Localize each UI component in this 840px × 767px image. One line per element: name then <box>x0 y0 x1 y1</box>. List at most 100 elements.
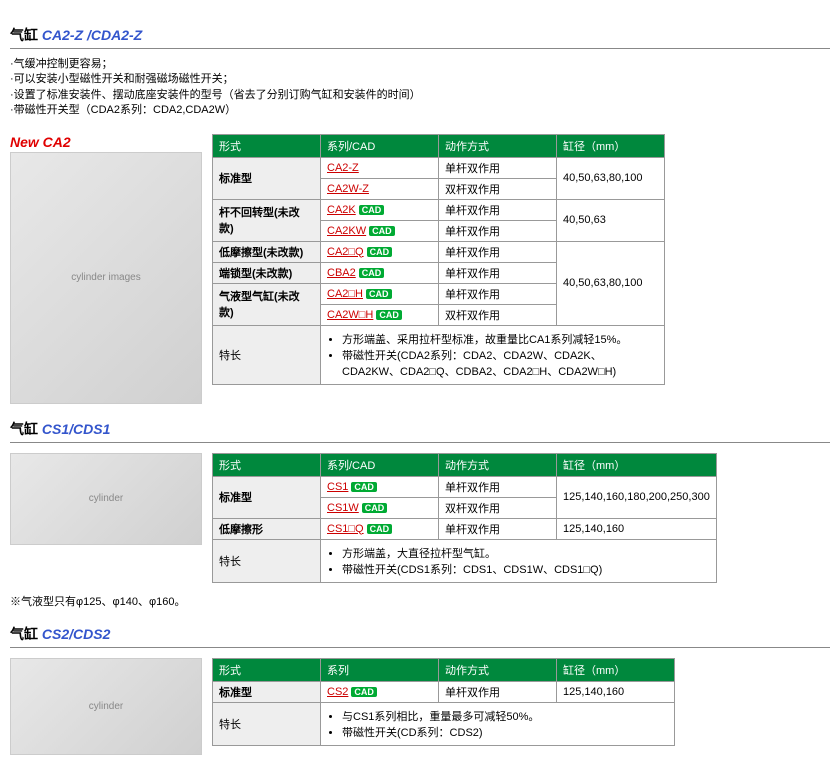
title-black: 气缸 <box>10 27 38 43</box>
dia-cell: 40,50,63,80,100 <box>557 157 665 199</box>
product-image: cylinder images <box>10 152 202 404</box>
feature-item: 带磁性开关(CDA2系列：CDA2、CDA2W、CDA2K、CDA2KW、CDA… <box>342 347 658 379</box>
col-header: 系列 <box>321 658 439 681</box>
series-link[interactable]: CA2-Z <box>327 162 359 174</box>
title-blue: CS1/CDS1 <box>42 421 110 437</box>
series-cell: CA2□HCAD <box>321 283 439 304</box>
series-link[interactable]: CA2K <box>327 204 356 216</box>
section1-bullets: ·气缓冲控制更容易； ·可以安装小型磁性开关和耐强磁场磁性开关； ·设置了标准安… <box>10 57 830 119</box>
series-cell: CA2W-Z <box>321 178 439 199</box>
cad-badge: CAD <box>351 482 377 492</box>
series-link[interactable]: CA2KW <box>327 225 366 237</box>
table-row: 标准型CS1CAD单杆双作用125,140,160,180,200,250,30… <box>213 476 717 497</box>
product-image: cylinder <box>10 453 202 545</box>
series-link[interactable]: CS2 <box>327 686 348 698</box>
dia-cell: 125,140,160 <box>557 518 717 539</box>
col-header: 缸径（mm） <box>557 453 717 476</box>
series-link[interactable]: CA2□H <box>327 288 363 300</box>
feature-item: 带磁性开关(CD系列：CDS2) <box>342 724 668 740</box>
table-row: 标准型CA2-Z单杆双作用40,50,63,80,100 <box>213 157 665 178</box>
feature-item: 与CS1系列相比，重量最多可减轻50%。 <box>342 708 668 724</box>
col-header: 形式 <box>213 658 321 681</box>
col-header: 形式 <box>213 134 321 157</box>
section2-image-col: cylinder <box>10 453 202 545</box>
section2-note: ※气液型只有φ125、φ140、φ160。 <box>10 593 830 609</box>
series-cell: CBA2CAD <box>321 262 439 283</box>
action-cell: 单杆双作用 <box>439 157 557 178</box>
action-cell: 单杆双作用 <box>439 241 557 262</box>
feature-cell: 方形端盖、采用拉杆型标准，故重量比CA1系列减轻15%。带磁性开关(CDA2系列… <box>321 325 665 384</box>
series-cell: CA2KCAD <box>321 199 439 220</box>
cad-badge: CAD <box>366 289 392 299</box>
col-header: 缸径（mm） <box>557 658 675 681</box>
type-cell: 低摩擦型(未改款) <box>213 241 321 262</box>
series-link[interactable]: CS1W <box>327 502 359 514</box>
col-header: 动作方式 <box>439 134 557 157</box>
series-link[interactable]: CA2W□H <box>327 309 373 321</box>
bullet: ·气缓冲控制更容易； <box>10 57 830 72</box>
table-row: 标准型CS2CAD单杆双作用125,140,160 <box>213 681 675 702</box>
bullet: ·设置了标准安装件、摆动底座安装件的型号（省去了分别订购气缸和安装件的时间） <box>10 88 830 103</box>
action-cell: 双杆双作用 <box>439 497 557 518</box>
action-cell: 单杆双作用 <box>439 681 557 702</box>
action-cell: 双杆双作用 <box>439 178 557 199</box>
type-cell: 低摩擦形 <box>213 518 321 539</box>
series-cell: CS1□QCAD <box>321 518 439 539</box>
series-link[interactable]: CA2□Q <box>327 246 364 258</box>
series-link[interactable]: CA2W-Z <box>327 183 369 195</box>
title-black: 气缸 <box>10 421 38 437</box>
table-row: 低摩擦形CS1□QCAD单杆双作用125,140,160 <box>213 518 717 539</box>
col-header: 系列/CAD <box>321 453 439 476</box>
feature-label: 特长 <box>213 702 321 745</box>
type-cell: 标准型 <box>213 681 321 702</box>
feature-item: 方形端盖，大直径拉杆型气缸。 <box>342 545 710 561</box>
action-cell: 双杆双作用 <box>439 304 557 325</box>
action-cell: 单杆双作用 <box>439 518 557 539</box>
bullet: ·可以安装小型磁性开关和耐强磁场磁性开关； <box>10 72 830 87</box>
section3-image-col: cylinder <box>10 658 202 755</box>
action-cell: 单杆双作用 <box>439 220 557 241</box>
new-label: New CA2 <box>10 134 71 150</box>
cad-badge: CAD <box>359 268 385 278</box>
type-cell: 杆不回转型(未改款) <box>213 199 321 241</box>
dia-cell: 40,50,63,80,100 <box>557 241 665 325</box>
section2-table-wrap: 形式系列/CAD动作方式缸径（mm）标准型CS1CAD单杆双作用125,140,… <box>212 453 717 583</box>
type-cell: 标准型 <box>213 476 321 518</box>
cad-badge: CAD <box>362 503 388 513</box>
col-header: 动作方式 <box>439 658 557 681</box>
section3-content: cylinder 形式系列动作方式缸径（mm）标准型CS2CAD单杆双作用125… <box>10 658 830 755</box>
series-cell: CA2KWCAD <box>321 220 439 241</box>
feature-item: 带磁性开关(CDS1系列：CDS1、CDS1W、CDS1□Q) <box>342 561 710 577</box>
type-cell: 气液型气缸(未改款) <box>213 283 321 325</box>
table-row: 低摩擦型(未改款)CA2□QCAD单杆双作用40,50,63,80,100 <box>213 241 665 262</box>
cad-badge: CAD <box>351 687 377 697</box>
feature-cell: 方形端盖，大直径拉杆型气缸。带磁性开关(CDS1系列：CDS1、CDS1W、CD… <box>321 539 717 582</box>
series-link[interactable]: CS1□Q <box>327 523 364 535</box>
type-cell: 标准型 <box>213 157 321 199</box>
cad-badge: CAD <box>367 524 393 534</box>
series-link[interactable]: CS1 <box>327 481 348 493</box>
action-cell: 单杆双作用 <box>439 262 557 283</box>
cad-badge: CAD <box>376 310 402 320</box>
series-cell: CS2CAD <box>321 681 439 702</box>
section2-title: 气缸 CS1/CDS1 <box>10 419 830 443</box>
section3-table-wrap: 形式系列动作方式缸径（mm）标准型CS2CAD单杆双作用125,140,160特… <box>212 658 675 746</box>
action-cell: 单杆双作用 <box>439 476 557 497</box>
col-header: 缸径（mm） <box>557 134 665 157</box>
title-blue: CA2-Z /CDA2-Z <box>42 27 142 43</box>
bullet: ·带磁性开关型（CDA2系列：CDA2,CDA2W） <box>10 103 830 118</box>
section2-content: cylinder 形式系列/CAD动作方式缸径（mm）标准型CS1CAD单杆双作… <box>10 453 830 583</box>
cad-badge: CAD <box>359 205 385 215</box>
series-cell: CS1CAD <box>321 476 439 497</box>
table-row: 杆不回转型(未改款)CA2KCAD单杆双作用40,50,63 <box>213 199 665 220</box>
section1-title: 气缸 CA2-Z /CDA2-Z <box>10 25 830 49</box>
cad-badge: CAD <box>367 247 393 257</box>
series-cell: CA2□QCAD <box>321 241 439 262</box>
col-header: 动作方式 <box>439 453 557 476</box>
title-black: 气缸 <box>10 626 38 642</box>
col-header: 系列/CAD <box>321 134 439 157</box>
dia-cell: 125,140,160,180,200,250,300 <box>557 476 717 518</box>
series-link[interactable]: CBA2 <box>327 267 356 279</box>
feature-label: 特长 <box>213 325 321 384</box>
dia-cell: 40,50,63 <box>557 199 665 241</box>
